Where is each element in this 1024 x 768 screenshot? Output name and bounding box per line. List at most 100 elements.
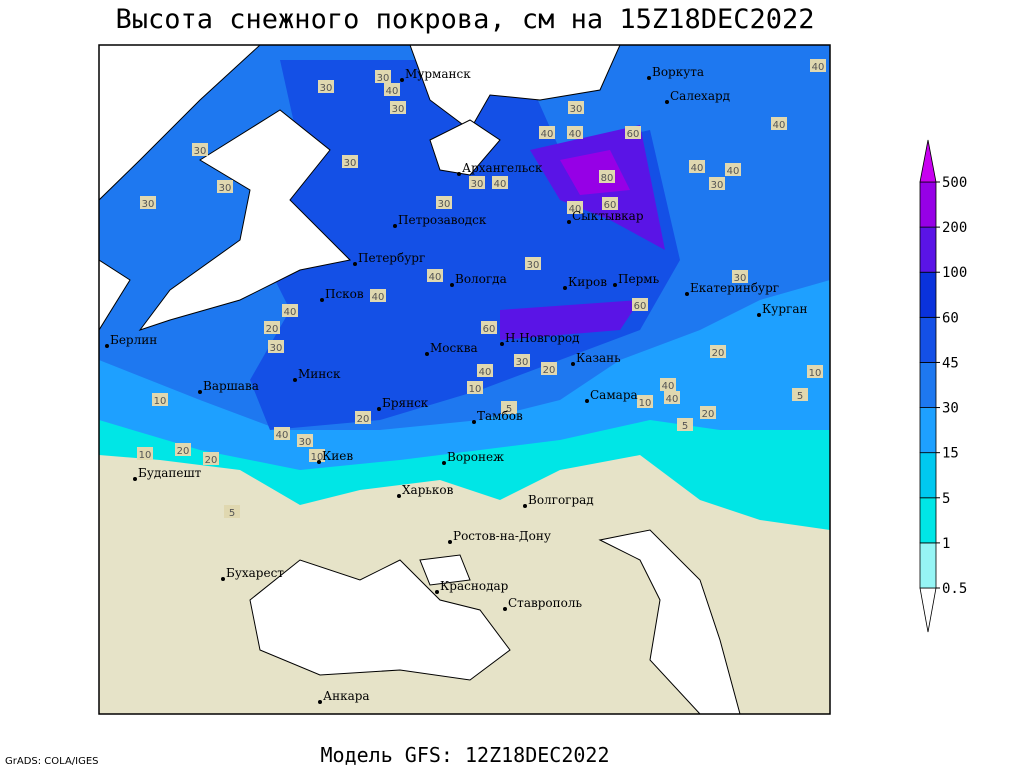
contour-label: 30 (270, 343, 283, 354)
contour-label: 60 (604, 200, 617, 211)
contour-label: 40 (284, 307, 297, 318)
colorbar-segment (919, 271, 937, 318)
city-dot (450, 283, 454, 287)
colorbar-segment (919, 542, 937, 589)
contour-label-box (297, 434, 313, 447)
colorbar-segment (919, 139, 937, 183)
contour-label: 40 (569, 204, 582, 215)
colorbar-label: 60 (942, 310, 959, 326)
contour-label-box (725, 163, 741, 176)
contour-label-box (567, 201, 583, 214)
contour-label: 20 (712, 348, 725, 359)
contour-label: 10 (469, 384, 482, 395)
contour-label-box (567, 126, 583, 139)
contour-label-box (370, 289, 386, 302)
contour-label-box (274, 427, 290, 440)
contour-label-box (664, 391, 680, 404)
contour-label: 20 (357, 414, 370, 425)
contour-label: 30 (711, 180, 724, 191)
city-label: Ставрополь (508, 596, 582, 610)
colorbar-label: 100 (942, 265, 967, 281)
contour-label-box (264, 321, 280, 334)
colorbar-label: 500 (942, 175, 967, 191)
contour-label: 10 (639, 398, 652, 409)
contour-label-box (140, 196, 156, 209)
city-dot (435, 590, 439, 594)
contour-label-box (568, 101, 584, 114)
colorbar-segment (919, 497, 937, 544)
city-label: Москва (430, 341, 478, 355)
contour-label-box (492, 176, 508, 189)
city-dot (500, 342, 504, 346)
contour-label-box (152, 393, 168, 406)
contour-label: 10 (809, 368, 822, 379)
city-dot (563, 286, 567, 290)
city-dot (133, 477, 137, 481)
contour-label: 80 (601, 173, 614, 184)
contour-label-box (384, 83, 400, 96)
city-label: Будапешт (138, 466, 202, 480)
city-dot (571, 362, 575, 366)
contour-label-box (390, 101, 406, 114)
city-dot (685, 292, 689, 296)
city-dot (442, 461, 446, 465)
colorbar-segment (919, 362, 937, 408)
contour-label-box (268, 340, 284, 353)
colorbar-label: 30 (942, 401, 959, 417)
credit: GrADS: COLA/IGES (5, 756, 99, 767)
contour-label: 20 (266, 324, 279, 335)
contour-label-box (436, 196, 452, 209)
city-label: Казань (576, 351, 621, 365)
contour-label: 10 (139, 450, 152, 461)
contour-label-box (514, 354, 530, 367)
city-label: Ростов-на-Дону (453, 529, 551, 543)
city-dot (665, 100, 669, 104)
contour-label: 5 (797, 391, 803, 402)
contour-label: 30 (320, 83, 333, 94)
contour-label-box (632, 298, 648, 311)
contour-label: 40 (276, 430, 289, 441)
city-label: Брянск (382, 396, 429, 410)
city-label: Тамбов (477, 409, 523, 423)
city-label: Краснодар (440, 579, 509, 593)
city-dot (400, 78, 404, 82)
contour-label-box (355, 411, 371, 424)
contour-label-box (501, 401, 517, 414)
city-dot (105, 344, 109, 348)
city-dot (198, 390, 202, 394)
contour-label-box (427, 269, 443, 282)
colorbar-segment (919, 587, 937, 633)
contour-label-box (625, 126, 641, 139)
city-dot (293, 378, 297, 382)
contour-label: 30 (194, 146, 207, 157)
footer: Модель GFS: 12Z18DEC2022 (321, 743, 610, 767)
city-dot (613, 283, 617, 287)
contour-label-box (599, 170, 615, 183)
city-label: Киров (568, 275, 607, 289)
contour-label-box (541, 362, 557, 375)
city-label: Анкара (323, 689, 370, 703)
contour-label: 10 (311, 452, 324, 463)
city-label: Мурманск (405, 67, 471, 81)
contour-label-box (807, 365, 823, 378)
city-dot (397, 494, 401, 498)
contour-label: 40 (429, 272, 442, 283)
contour-label-box (217, 180, 233, 193)
city-label: Архангельск (462, 161, 543, 175)
contour-label-box (203, 452, 219, 465)
contour-label: 30 (377, 73, 390, 84)
contour-label: 10 (154, 396, 167, 407)
contour-label-box (709, 177, 725, 190)
city-dot (647, 76, 651, 80)
contour-label-box (677, 418, 693, 431)
map-frame (98, 44, 831, 715)
contour-label-box (467, 381, 483, 394)
contour-label: 40 (494, 179, 507, 190)
contour-label-box (469, 176, 485, 189)
contour-label: 30 (142, 199, 155, 210)
city-dot (393, 224, 397, 228)
contour-label: 20 (702, 409, 715, 420)
contour-label: 30 (527, 260, 540, 271)
contour-label: 30 (471, 179, 484, 190)
